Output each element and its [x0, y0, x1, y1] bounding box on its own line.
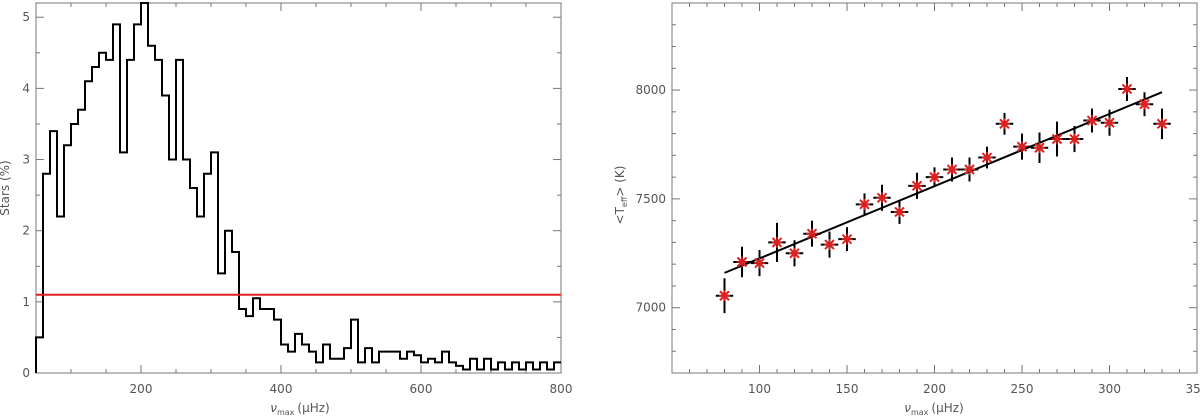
data-point [750, 250, 769, 277]
plot-frame-right [671, 2, 1198, 374]
data-points [715, 77, 1171, 314]
data-point [960, 157, 979, 182]
data-point [1100, 109, 1119, 136]
data-point [978, 146, 996, 169]
data-point [1083, 108, 1101, 133]
x-axis-subscript-left: max [277, 408, 295, 416]
y-tick-label-right: 7000 [635, 301, 666, 315]
histogram-panel: 200 400 600 800 0 1 2 3 4 5 νmax (μHz) Stars (%) [0, 2, 573, 416]
x-tick-label-right: 300 [1098, 382, 1121, 396]
y-tick-label-left: 2 [22, 224, 30, 238]
histogram-steps [35, 2, 561, 373]
data-point [1030, 132, 1049, 163]
x-tick-label-left: 400 [270, 382, 293, 396]
y-axis-label-left: Stars (%) [0, 160, 12, 215]
x-axis-unit-right: (μHz) [931, 401, 963, 415]
y-tick-label-left: 4 [22, 81, 30, 95]
data-point [820, 231, 839, 258]
data-point [890, 199, 909, 224]
x-tick-labels-left: 200 400 600 800 [130, 382, 573, 396]
x-tick-label-left: 200 [130, 382, 153, 396]
data-point [943, 157, 961, 182]
x-axis-unit-left: (μHz) [297, 401, 329, 415]
y-tick-labels-right: 7000 7500 8000 [635, 83, 666, 315]
y-tick-label-right: 8000 [635, 83, 666, 97]
y-tick-labels-left: 0 1 2 3 4 5 [22, 10, 30, 380]
x-tick-labels-right: 100 150 200 250 300 350 [748, 382, 1200, 396]
data-point [1135, 92, 1154, 117]
data-point [855, 193, 874, 216]
y-tick-label-left: 5 [22, 10, 30, 24]
y-tick-label-left: 3 [22, 153, 30, 167]
data-point [733, 246, 751, 278]
data-point [715, 278, 734, 314]
data-point [873, 184, 891, 211]
data-point [838, 227, 856, 252]
tick-marks-right [672, 3, 1198, 373]
y-tick-label-left: 1 [22, 295, 30, 309]
y-tick-label-left: 0 [22, 366, 30, 380]
x-tick-label-left: 800 [550, 382, 573, 396]
x-axis-label-right: νmax (μHz) [904, 401, 963, 416]
y-axis-prefix-right: <T [613, 206, 627, 224]
data-point [1048, 121, 1066, 157]
x-tick-label-left: 600 [410, 382, 433, 396]
data-point [1118, 77, 1136, 101]
linear-fit-line [724, 91, 1163, 274]
plot-frame-left [35, 2, 562, 374]
y-axis-label-right: <Teff> (K) [613, 166, 629, 225]
data-point [995, 112, 1014, 135]
data-point [925, 167, 944, 187]
x-tick-label-right: 100 [748, 382, 771, 396]
x-tick-label-right: 250 [1011, 382, 1034, 396]
data-point [803, 220, 821, 247]
tick-marks-left [36, 3, 562, 374]
y-axis-suffix-right: > (K) [613, 166, 627, 197]
y-axis-subscript-right: eff [620, 196, 629, 207]
x-tick-label-right: 200 [923, 382, 946, 396]
data-point [785, 240, 804, 267]
x-axis-label-left: νmax (μHz) [270, 401, 329, 416]
data-point [1013, 133, 1031, 160]
scatter-panel: 100 150 200 250 300 350 7000 7500 8000 νmax(μHz… [613, 2, 1200, 416]
x-axis-symbol-left: ν [270, 401, 277, 415]
y-tick-label-right: 7500 [635, 192, 666, 206]
data-point [1065, 125, 1084, 153]
x-tick-label-right: 350 [1186, 382, 1200, 396]
data-point [768, 222, 786, 262]
x-axis-symbol-right: ν [904, 401, 911, 415]
x-axis-subscript-right: max [911, 408, 929, 416]
data-point [908, 172, 926, 199]
x-tick-label-right: 150 [836, 382, 859, 396]
data-point [1153, 108, 1171, 140]
